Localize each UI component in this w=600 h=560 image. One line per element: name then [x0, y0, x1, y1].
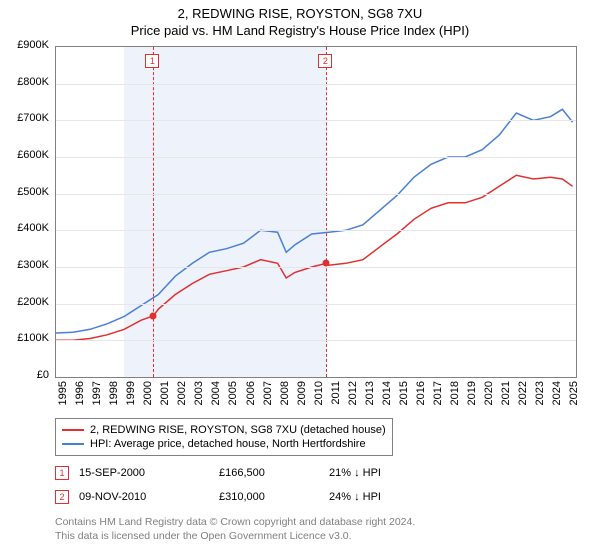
x-tick-label: 2021: [500, 381, 512, 411]
y-tick-label: £700K: [5, 112, 49, 124]
series-property: [56, 175, 573, 340]
series-hpi: [56, 109, 573, 333]
transaction-cell: 24% ↓ HPI: [329, 491, 439, 503]
transaction-row: 2 09-NOV-2010£310,00024% ↓ HPI: [55, 490, 439, 504]
chart-title: 2, REDWING RISE, ROYSTON, SG8 7XU: [0, 0, 600, 21]
gridline: [56, 267, 576, 268]
gridline: [56, 230, 576, 231]
gridline: [56, 84, 576, 85]
x-tick-label: 2002: [176, 381, 188, 411]
footer-line-2: This data is licensed under the Open Gov…: [55, 530, 352, 542]
transaction-cell: 09-NOV-2010: [79, 491, 219, 503]
x-tick-label: 2024: [551, 381, 563, 411]
gridline: [56, 340, 576, 341]
x-tick-label: 1995: [57, 381, 69, 411]
transaction-row: 1 15-SEP-2000£166,50021% ↓ HPI: [55, 466, 439, 480]
y-tick-label: £800K: [5, 76, 49, 88]
y-tick-label: £200K: [5, 296, 49, 308]
transaction-number: 1: [55, 466, 69, 480]
x-tick-label: 2000: [142, 381, 154, 411]
legend-label: HPI: Average price, detached house, Nort…: [90, 438, 366, 450]
chart-svg: [56, 47, 576, 377]
plot-area: [55, 46, 577, 378]
x-tick-label: 2016: [415, 381, 427, 411]
legend-swatch: [62, 443, 84, 445]
y-tick-label: £100K: [5, 332, 49, 344]
x-tick-label: 2015: [398, 381, 410, 411]
transaction-cell: 15-SEP-2000: [79, 467, 219, 479]
x-tick-label: 2017: [432, 381, 444, 411]
x-tick-label: 2009: [296, 381, 308, 411]
x-tick-label: 2022: [517, 381, 529, 411]
transaction-number: 2: [55, 490, 69, 504]
x-tick-label: 2010: [313, 381, 325, 411]
gridline: [56, 194, 576, 195]
x-tick-label: 1996: [74, 381, 86, 411]
y-tick-label: £600K: [5, 149, 49, 161]
x-tick-label: 2004: [210, 381, 222, 411]
x-tick-label: 2001: [159, 381, 171, 411]
x-tick-label: 2003: [193, 381, 205, 411]
footer-line-1: Contains HM Land Registry data © Crown c…: [55, 516, 415, 528]
x-tick-label: 2020: [483, 381, 495, 411]
chart-container: 2, REDWING RISE, ROYSTON, SG8 7XU Price …: [0, 0, 600, 560]
x-tick-label: 2014: [381, 381, 393, 411]
y-tick-label: £400K: [5, 222, 49, 234]
x-tick-label: 2023: [534, 381, 546, 411]
x-tick-label: 2025: [568, 381, 580, 411]
x-tick-label: 2013: [364, 381, 376, 411]
legend-swatch: [62, 429, 84, 431]
marker-box: 1: [145, 54, 159, 68]
transaction-cell: £310,000: [219, 491, 329, 503]
x-tick-label: 2011: [330, 381, 342, 411]
x-tick-label: 2007: [262, 381, 274, 411]
gridline: [56, 157, 576, 158]
x-tick-label: 1998: [108, 381, 120, 411]
legend-label: 2, REDWING RISE, ROYSTON, SG8 7XU (detac…: [90, 424, 386, 436]
x-tick-label: 2018: [449, 381, 461, 411]
x-tick-label: 2006: [245, 381, 257, 411]
legend: 2, REDWING RISE, ROYSTON, SG8 7XU (detac…: [55, 418, 393, 456]
transaction-cell: £166,500: [219, 467, 329, 479]
x-tick-label: 2005: [227, 381, 239, 411]
x-tick-label: 2019: [466, 381, 478, 411]
transaction-dot: [150, 312, 157, 319]
x-tick-label: 2012: [347, 381, 359, 411]
y-tick-label: £0: [5, 369, 49, 381]
marker-box: 2: [318, 54, 332, 68]
chart-subtitle: Price paid vs. HM Land Registry's House …: [0, 21, 600, 42]
legend-row: 2, REDWING RISE, ROYSTON, SG8 7XU (detac…: [62, 423, 386, 437]
transaction-cell: 21% ↓ HPI: [329, 467, 439, 479]
y-tick-label: £500K: [5, 186, 49, 198]
band-separator: [153, 47, 154, 377]
y-tick-label: £900K: [5, 39, 49, 51]
gridline: [56, 304, 576, 305]
legend-row: HPI: Average price, detached house, Nort…: [62, 437, 386, 451]
transaction-dot: [323, 260, 330, 267]
y-tick-label: £300K: [5, 259, 49, 271]
x-tick-label: 1999: [125, 381, 137, 411]
gridline: [56, 120, 576, 121]
band-separator: [326, 47, 327, 377]
x-tick-label: 1997: [91, 381, 103, 411]
x-tick-label: 2008: [279, 381, 291, 411]
